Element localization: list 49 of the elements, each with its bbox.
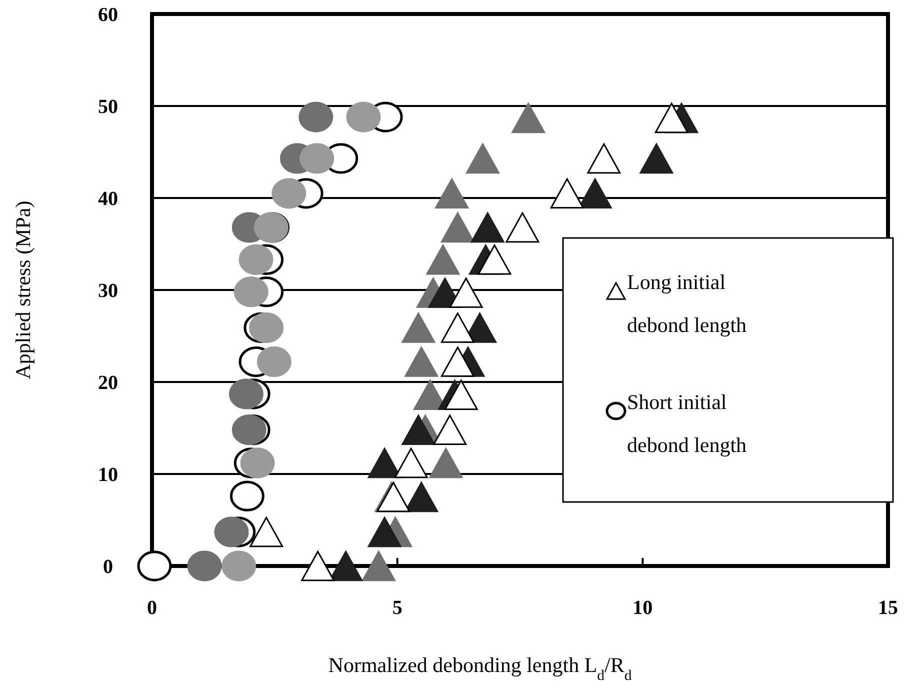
point <box>240 448 275 478</box>
point <box>404 346 438 377</box>
point <box>429 448 463 478</box>
point <box>230 480 264 512</box>
point <box>222 550 256 582</box>
y-tick-label: 30 <box>98 280 118 302</box>
point <box>234 276 268 308</box>
legend-label: Long initial debond length <box>627 269 748 339</box>
point <box>228 378 264 410</box>
point <box>256 346 292 378</box>
point <box>440 212 474 243</box>
y-tick-label: 20 <box>98 372 118 394</box>
point <box>404 482 438 512</box>
point <box>329 550 363 582</box>
point <box>298 102 334 132</box>
x-tick-label: 0 <box>147 597 157 619</box>
point <box>654 102 688 134</box>
point <box>640 143 674 174</box>
point <box>478 244 512 275</box>
point <box>426 244 460 275</box>
x-axis-title: Normalized debonding length L$_{d}$/R$_{d}$ <box>328 653 632 684</box>
y-tick-label: 10 <box>98 464 118 486</box>
y-tick-label: 0 <box>103 556 113 578</box>
y-tick-label: 60 <box>98 4 118 26</box>
point <box>214 516 249 548</box>
point <box>300 143 334 174</box>
point <box>362 550 396 582</box>
x-tick-label: 10 <box>632 597 653 619</box>
point <box>272 178 306 209</box>
point <box>466 143 500 174</box>
point <box>402 312 436 343</box>
point <box>435 178 469 209</box>
point <box>512 102 546 134</box>
y-axis-title: Applied stress (MPa) <box>11 200 35 380</box>
y-tick-label: 50 <box>98 96 118 118</box>
point <box>249 312 284 344</box>
point <box>187 550 222 582</box>
point <box>346 102 381 132</box>
point <box>402 414 436 445</box>
point <box>238 244 274 275</box>
y-tick-label: 40 <box>98 188 118 210</box>
x-tick-label: 5 <box>392 597 402 619</box>
point <box>470 212 504 243</box>
x-tick-label: 15 <box>878 597 898 619</box>
point <box>368 516 402 548</box>
point <box>137 550 172 582</box>
point <box>444 380 478 410</box>
point <box>440 346 474 377</box>
legend-label: Short initial debond length <box>627 389 748 459</box>
